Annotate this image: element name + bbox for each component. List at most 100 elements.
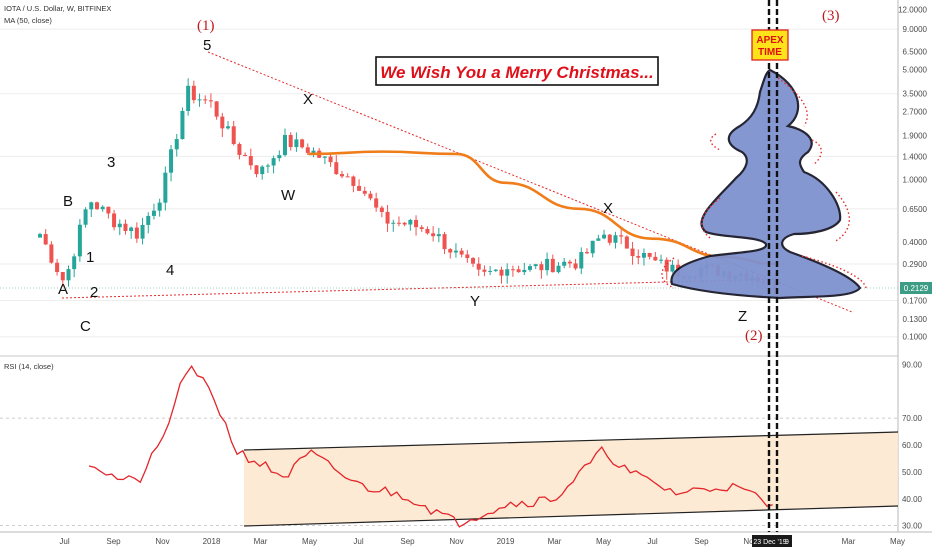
- time-tick-label: Nov: [449, 537, 463, 546]
- candle: [516, 269, 521, 273]
- candle: [43, 234, 48, 245]
- candle: [613, 235, 618, 243]
- candle: [197, 99, 202, 101]
- time-tick-label: Jul: [353, 537, 363, 546]
- candle: [391, 222, 396, 224]
- time-tick-label: Sep: [694, 537, 709, 546]
- time-tick-label: Mar: [254, 537, 268, 546]
- candle: [351, 176, 356, 186]
- tree-body: [670, 68, 862, 300]
- time-axis[interactable]: Jul Sep Nov 2018 Mar May Jul Sep Nov 2019 Mar May Ju…: [59, 537, 905, 546]
- candle: [322, 156, 327, 158]
- candle: [408, 219, 413, 225]
- christmas-tree-drawing: [661, 68, 867, 300]
- candle: [254, 165, 259, 175]
- candle: [505, 269, 510, 276]
- candle: [425, 228, 430, 234]
- candle: [226, 126, 231, 129]
- candle: [157, 202, 162, 211]
- candle: [584, 252, 589, 254]
- candle: [186, 85, 191, 111]
- grid-lines: [0, 28, 898, 527]
- candle: [545, 258, 550, 271]
- candle: [476, 263, 481, 270]
- candle: [134, 227, 139, 239]
- candle: [488, 270, 493, 272]
- price-tick-label: 0.1700: [903, 296, 928, 305]
- price-tick-label: 0.2900: [903, 260, 928, 269]
- price-axis[interactable]: 12.0000 9.0000 6.5000 5.0000 3.5000 2.7000 1.9…: [898, 5, 927, 341]
- candle: [49, 244, 54, 263]
- candle: [231, 126, 236, 145]
- price-tick-label: 0.6500: [903, 205, 928, 214]
- candle: [140, 224, 145, 239]
- candle: [607, 234, 612, 243]
- candle: [66, 269, 71, 281]
- rsi-tick-label: 70.00: [902, 414, 923, 423]
- price-tick-label: 1.4000: [903, 152, 928, 161]
- candle: [260, 166, 265, 175]
- candle: [174, 139, 179, 150]
- candle: [265, 165, 270, 167]
- candle: [414, 219, 419, 228]
- wave-label-1: 1: [86, 249, 94, 266]
- time-tick-label: Jul: [647, 537, 657, 546]
- candle: [55, 262, 60, 273]
- rsi-line: [88, 365, 773, 528]
- price-tick-label: 3.5000: [903, 90, 928, 99]
- rsi-tick-label: 40.00: [902, 495, 923, 504]
- price-tick-label: 0.4000: [903, 238, 928, 247]
- candle: [624, 236, 629, 249]
- candle: [106, 206, 111, 214]
- candle: [163, 172, 168, 203]
- candle: [641, 252, 646, 258]
- christmas-banner-text: We Wish You a Merry Christmas...: [380, 63, 654, 82]
- symbol-title: IOTA / U.S. Dollar, W, BITFINEX: [4, 4, 111, 13]
- candle: [305, 147, 310, 153]
- wave-label-x2: X: [603, 200, 613, 217]
- wave-label-x1: X: [303, 91, 313, 108]
- cursor-date-badge: [752, 535, 792, 547]
- price-tick-label: 12.0000: [898, 5, 927, 14]
- candle: [659, 259, 664, 261]
- candle: [436, 234, 441, 237]
- candle: [117, 223, 122, 228]
- wave-label-3: 3: [107, 154, 115, 171]
- candle: [664, 259, 669, 272]
- candle: [385, 211, 390, 224]
- candle: [123, 223, 128, 232]
- time-tick-label: Sep: [106, 537, 121, 546]
- candle: [482, 269, 487, 272]
- candle: [271, 158, 276, 166]
- candle: [112, 213, 117, 228]
- candle: [493, 269, 498, 271]
- candle: [277, 155, 282, 159]
- candle: [579, 252, 584, 269]
- time-tick-label: Nov: [743, 537, 757, 546]
- candle: [590, 240, 595, 254]
- rsi-axis[interactable]: 90.00 70.00 60.00 50.00 40.00 30.00: [902, 360, 923, 530]
- candle: [214, 101, 219, 117]
- wave-label-5: 5: [203, 37, 211, 54]
- wave-label-c: C: [80, 318, 91, 335]
- candle: [499, 269, 504, 276]
- candle: [396, 222, 401, 224]
- rsi-tick-label: 60.00: [902, 441, 923, 450]
- candle: [328, 156, 333, 163]
- candle: [357, 185, 362, 191]
- candle: [653, 256, 658, 261]
- candle: [539, 264, 544, 271]
- time-tick-label: May: [596, 537, 611, 546]
- ma-50-line: [308, 150, 777, 266]
- candle: [180, 110, 185, 140]
- apex-text-line1: APEX: [756, 35, 784, 46]
- wave-labels: A B C 1 2 3 4 5 X W Y X Z (1) (2) (3): [58, 8, 840, 344]
- cursor-date-suffix: 9: [785, 539, 789, 546]
- candle: [670, 264, 675, 272]
- candle: [129, 227, 134, 232]
- candle: [89, 202, 94, 210]
- wave-label-2: 2: [90, 284, 98, 301]
- wave-label-degree-2: (2): [745, 328, 763, 344]
- rsi-channel-fill: [244, 432, 898, 526]
